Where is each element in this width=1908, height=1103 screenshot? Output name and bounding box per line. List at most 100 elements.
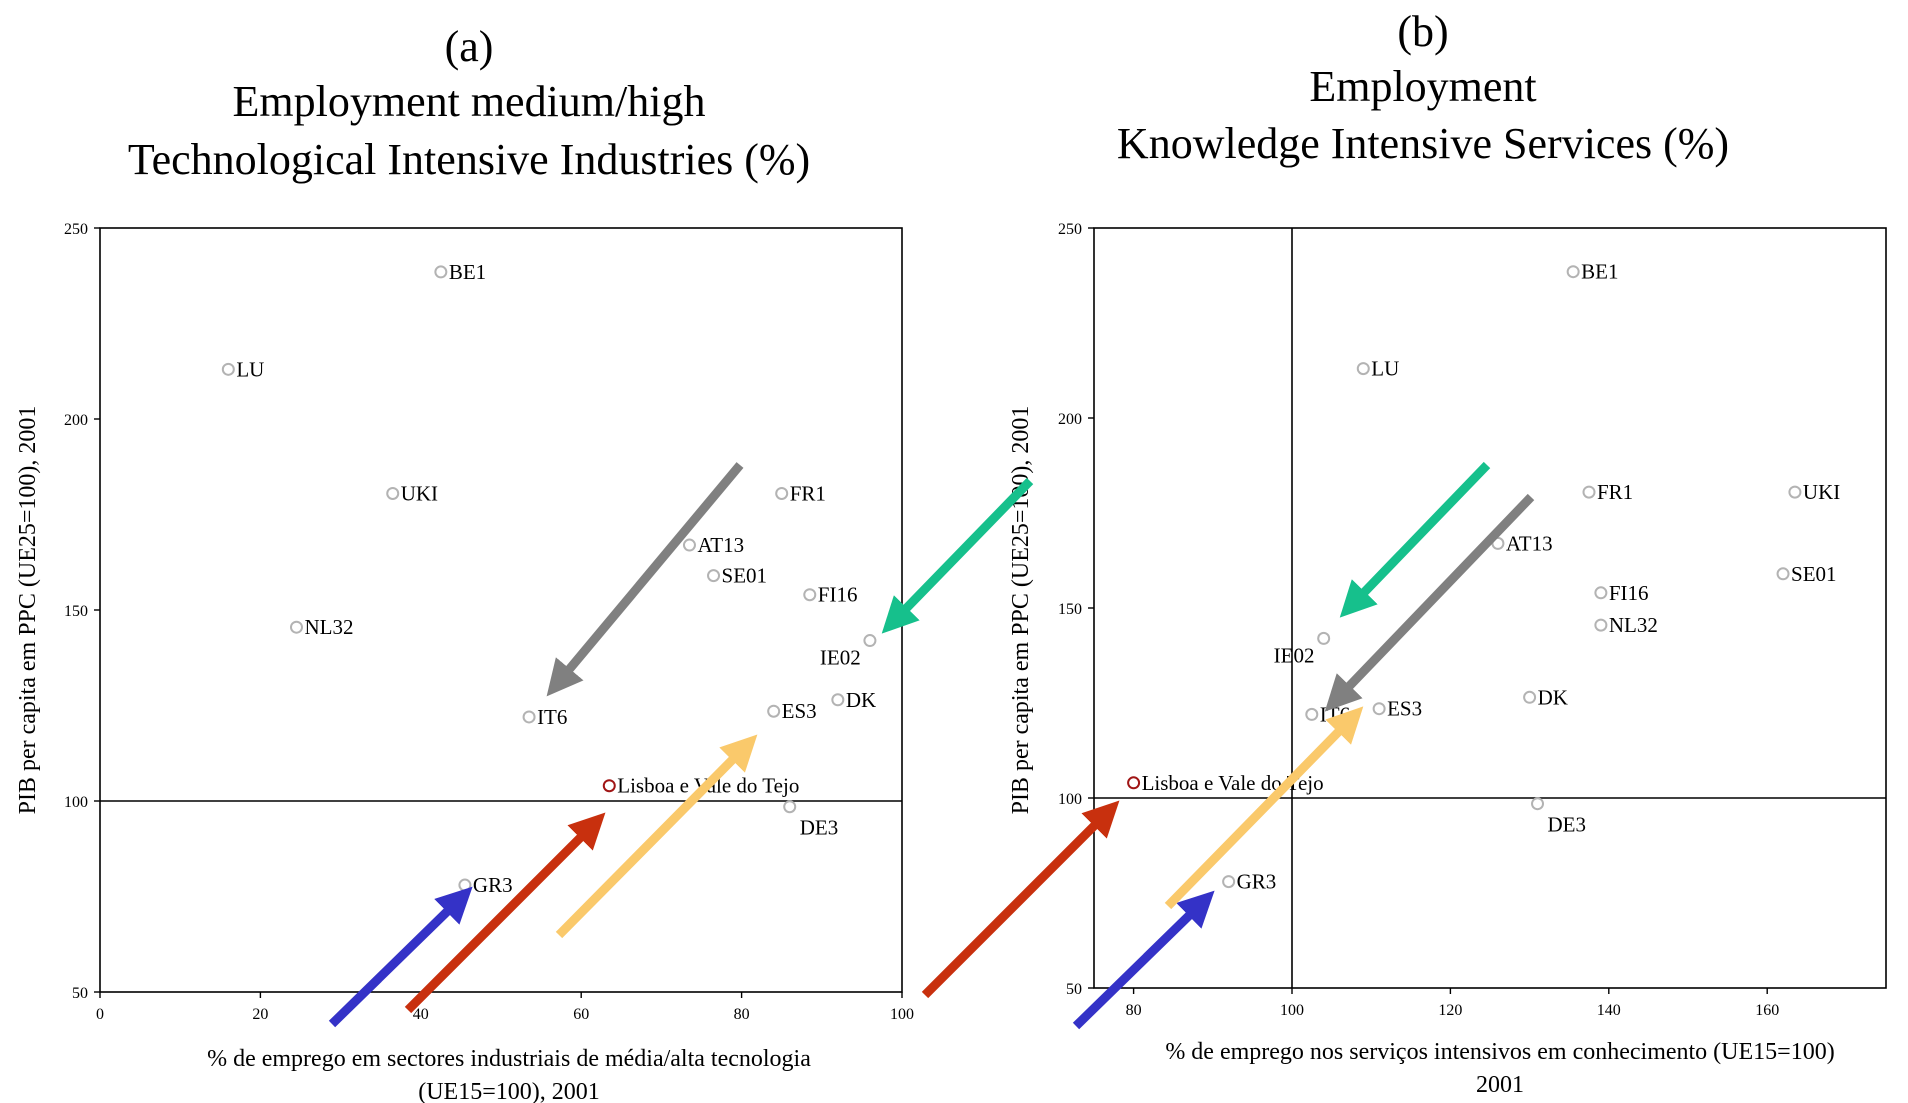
x-tick-label: 120 [1438, 1002, 1462, 1019]
data-point-dk [1523, 690, 1537, 704]
data-point-label: FR1 [1597, 480, 1633, 504]
arrow-blue-panel-b [1072, 890, 1215, 1030]
data-point-ie02 [1317, 631, 1331, 645]
data-point-label: DK [1538, 685, 1568, 709]
data-point-ie02 [863, 634, 877, 648]
data-point-dk [831, 693, 845, 707]
data-point-label: GR3 [1237, 870, 1277, 894]
y-tick-label: 250 [64, 221, 88, 238]
panel-b-plot-frame [1093, 227, 1887, 989]
data-point-at13 [682, 538, 696, 552]
data-point-it6 [522, 710, 536, 724]
data-point-fi16 [1594, 586, 1608, 600]
x-tick-label: 80 [734, 1006, 750, 1023]
data-point-label: AT13 [697, 533, 744, 557]
data-point-lisboa-e-vale-do-tejo [1127, 776, 1141, 790]
data-point-label: ES3 [1387, 697, 1422, 721]
data-point-es3 [1372, 702, 1386, 716]
data-point-it6 [1305, 707, 1319, 721]
panel-b-xlabel-line-2: 2001 [1476, 1072, 1524, 1098]
x-tick-label: 100 [1280, 1002, 1304, 1019]
y-tick-label: 250 [1058, 221, 1082, 238]
x-tick-label: 140 [1597, 1002, 1621, 1019]
data-point-gr3 [1222, 875, 1236, 889]
data-point-label: FR1 [790, 481, 826, 505]
x-tick-label: 40 [413, 1006, 429, 1023]
arrow-yellow-panel-a [555, 734, 758, 939]
y-tick-label: 100 [1058, 791, 1082, 808]
panel-b-xlabel-line-1: % de emprego nos serviços intensivos em … [1165, 1039, 1834, 1065]
data-point-label: NL32 [304, 615, 353, 639]
data-point-label: IE02 [820, 646, 861, 670]
data-point-label: ES3 [782, 699, 817, 723]
x-tick-label: 0 [96, 1006, 104, 1023]
panel-b-title-line-1: Employment [1309, 62, 1536, 111]
data-point-label: FI16 [1609, 581, 1649, 605]
data-point-lisboa-e-vale-do-tejo [602, 779, 616, 793]
data-point-es3 [767, 704, 781, 718]
x-tick-label: 60 [573, 1006, 589, 1023]
data-point-fi16 [803, 588, 817, 602]
panel-a-ylabel: PIB per capita em PPC (UE25=100), 2001 [15, 406, 41, 815]
y-tick-label: 50 [1066, 981, 1082, 998]
data-point-fr1 [1582, 485, 1596, 499]
data-point-de3 [1531, 797, 1545, 811]
arrow-red-cross [921, 800, 1120, 999]
data-point-label: BE1 [449, 260, 486, 284]
arrow-teal-panel-b [1339, 461, 1491, 618]
data-point-se01 [1776, 567, 1790, 581]
data-point-label: IT6 [537, 705, 567, 729]
data-point-be1 [434, 265, 448, 279]
data-point-nl32 [289, 620, 303, 634]
x-tick-label: 100 [890, 1006, 914, 1023]
y-tick-label: 150 [64, 603, 88, 620]
x-tick-label: 80 [1126, 1002, 1142, 1019]
y-tick-label: 200 [64, 412, 88, 429]
y-tick-label: 150 [1058, 601, 1082, 618]
data-point-uki [1788, 485, 1802, 499]
arrow-red-panel-a [404, 812, 606, 1014]
data-point-lu [1356, 362, 1370, 376]
data-point-se01 [707, 569, 721, 583]
panel-a-xlabel-line-2: (UE15=100), 2001 [418, 1079, 600, 1103]
data-point-nl32 [1594, 618, 1608, 632]
annotation-arrows [328, 461, 1535, 1030]
data-point-de3 [783, 800, 797, 814]
data-point-label: SE01 [722, 564, 768, 588]
data-point-label: NL32 [1609, 613, 1658, 637]
x-tick-label: 20 [252, 1006, 268, 1023]
panel-a-title-line-1: Employment medium/high [233, 77, 706, 126]
data-point-label: DK [846, 688, 876, 712]
y-tick-label: 200 [1058, 411, 1082, 428]
data-point-gr3 [458, 878, 472, 892]
data-point-label: SE01 [1791, 562, 1837, 586]
data-point-label: BE1 [1581, 260, 1618, 284]
data-point-label: UKI [401, 481, 438, 505]
panel-b-label: (b) [1397, 7, 1448, 56]
panel-a-xlabel-line-1: % de emprego em sectores industriais de … [207, 1046, 811, 1072]
panel-a-label: (a) [445, 22, 494, 71]
data-point-be1 [1566, 265, 1580, 279]
panel-a-title-line-2: Technological Intensive Industries (%) [128, 135, 810, 184]
arrow-gray-panel-b [1324, 493, 1535, 712]
arrow-yellow-panel-b [1164, 706, 1364, 910]
panel-b-ylabel: PIB per capita em PPC (UE25=100), 2001 [1008, 406, 1034, 815]
data-point-label: LU [1371, 357, 1399, 381]
data-point-label: IE02 [1274, 643, 1315, 667]
data-point-label: DE3 [1548, 813, 1587, 837]
data-point-lu [221, 362, 235, 376]
arrow-gray-panel-a [546, 462, 744, 697]
y-tick-label: 50 [72, 985, 88, 1002]
arrow-blue-panel-a [328, 886, 473, 1028]
data-point-fr1 [775, 486, 789, 500]
data-point-label: GR3 [473, 873, 513, 897]
data-point-uki [386, 486, 400, 500]
arrow-teal-cross [881, 477, 1034, 634]
data-point-label: AT13 [1506, 531, 1553, 555]
panel-a-chart: 0 20 40 60 80 100 50 100 150 200 250 BE1 LU UKI FR1 AT… [15, 221, 914, 1103]
data-point-label: LU [236, 357, 264, 381]
y-tick-label: 100 [64, 794, 88, 811]
data-point-label: FI16 [818, 583, 858, 607]
data-point-label: DE3 [800, 816, 839, 840]
